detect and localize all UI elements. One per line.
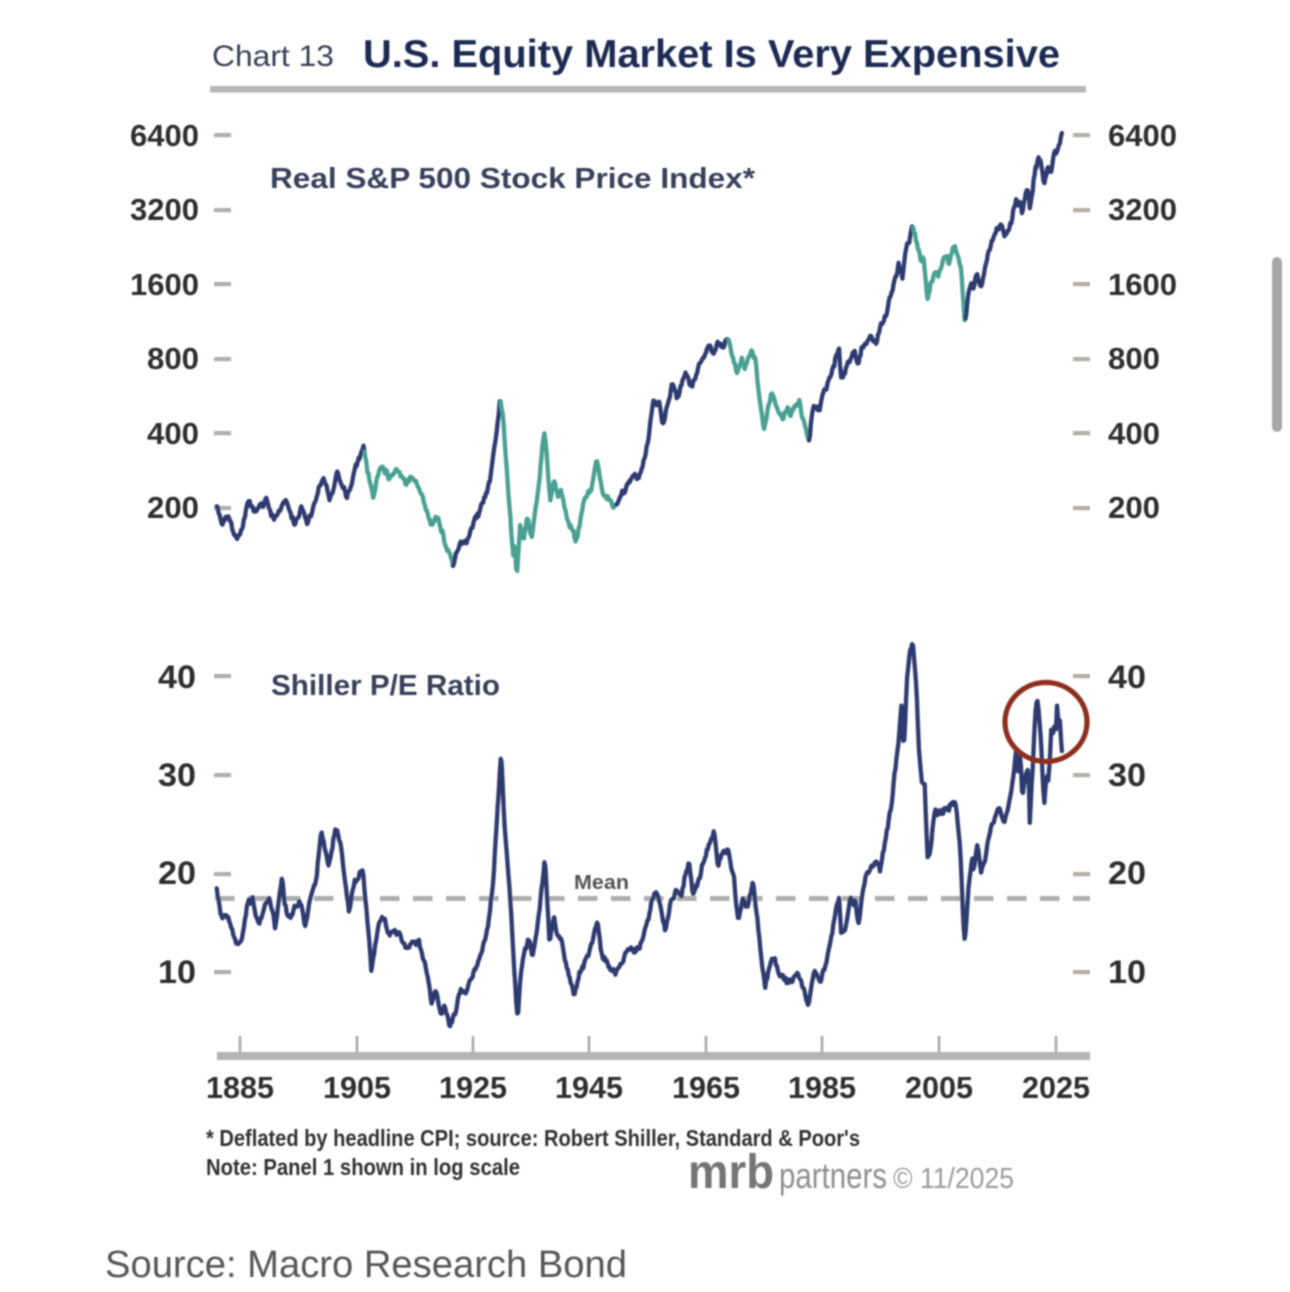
svg-text:3200: 3200	[1108, 192, 1177, 227]
svg-text:1600: 1600	[1108, 267, 1177, 302]
svg-text:10: 10	[1108, 954, 1146, 990]
svg-text:partners: partners	[779, 1155, 887, 1196]
svg-text:400: 400	[1108, 416, 1160, 451]
svg-text:6400: 6400	[130, 118, 199, 153]
svg-text:1985: 1985	[788, 1070, 856, 1105]
svg-text:3200: 3200	[130, 192, 199, 227]
svg-text:U.S. Equity Market Is Very Exp: U.S. Equity Market Is Very Expensive	[363, 33, 1060, 76]
svg-text:Mean: Mean	[574, 872, 629, 894]
svg-text:2025: 2025	[1022, 1070, 1090, 1105]
svg-text:400: 400	[147, 416, 199, 451]
svg-text:1600: 1600	[130, 267, 199, 302]
svg-text:1885: 1885	[206, 1070, 274, 1105]
svg-text:Source: Macro Research Bond: Source: Macro Research Bond	[105, 1244, 627, 1286]
svg-text:40: 40	[1108, 659, 1146, 695]
svg-text:1945: 1945	[555, 1070, 623, 1105]
svg-text:200: 200	[1108, 490, 1160, 525]
svg-text:30: 30	[1108, 757, 1146, 793]
svg-text:Shiller P/E Ratio: Shiller P/E Ratio	[271, 670, 500, 702]
svg-text:Real S&P 500 Stock Price Index: Real S&P 500 Stock Price Index*	[270, 163, 756, 195]
svg-text:200: 200	[147, 490, 199, 525]
svg-text:1965: 1965	[672, 1070, 740, 1105]
svg-text:mrb: mrb	[688, 1146, 774, 1199]
svg-text:Note: Panel 1 shown in log sca: Note: Panel 1 shown in log scale	[206, 1154, 520, 1180]
svg-text:1905: 1905	[323, 1070, 391, 1105]
svg-text:Chart 13: Chart 13	[212, 40, 334, 73]
svg-text:2005: 2005	[905, 1070, 973, 1105]
svg-text:40: 40	[158, 659, 196, 695]
svg-text:800: 800	[1108, 341, 1160, 376]
svg-text:30: 30	[158, 757, 196, 793]
svg-text:20: 20	[1108, 855, 1146, 891]
svg-text:6400: 6400	[1108, 118, 1177, 153]
svg-text:10: 10	[158, 954, 196, 990]
svg-text:© 11/2025: © 11/2025	[893, 1163, 1014, 1195]
svg-text:800: 800	[147, 341, 199, 376]
svg-text:1925: 1925	[439, 1070, 507, 1105]
svg-text:20: 20	[158, 855, 196, 891]
svg-text:* Deflated by headline CPI; so: * Deflated by headline CPI; source: Robe…	[206, 1125, 860, 1151]
